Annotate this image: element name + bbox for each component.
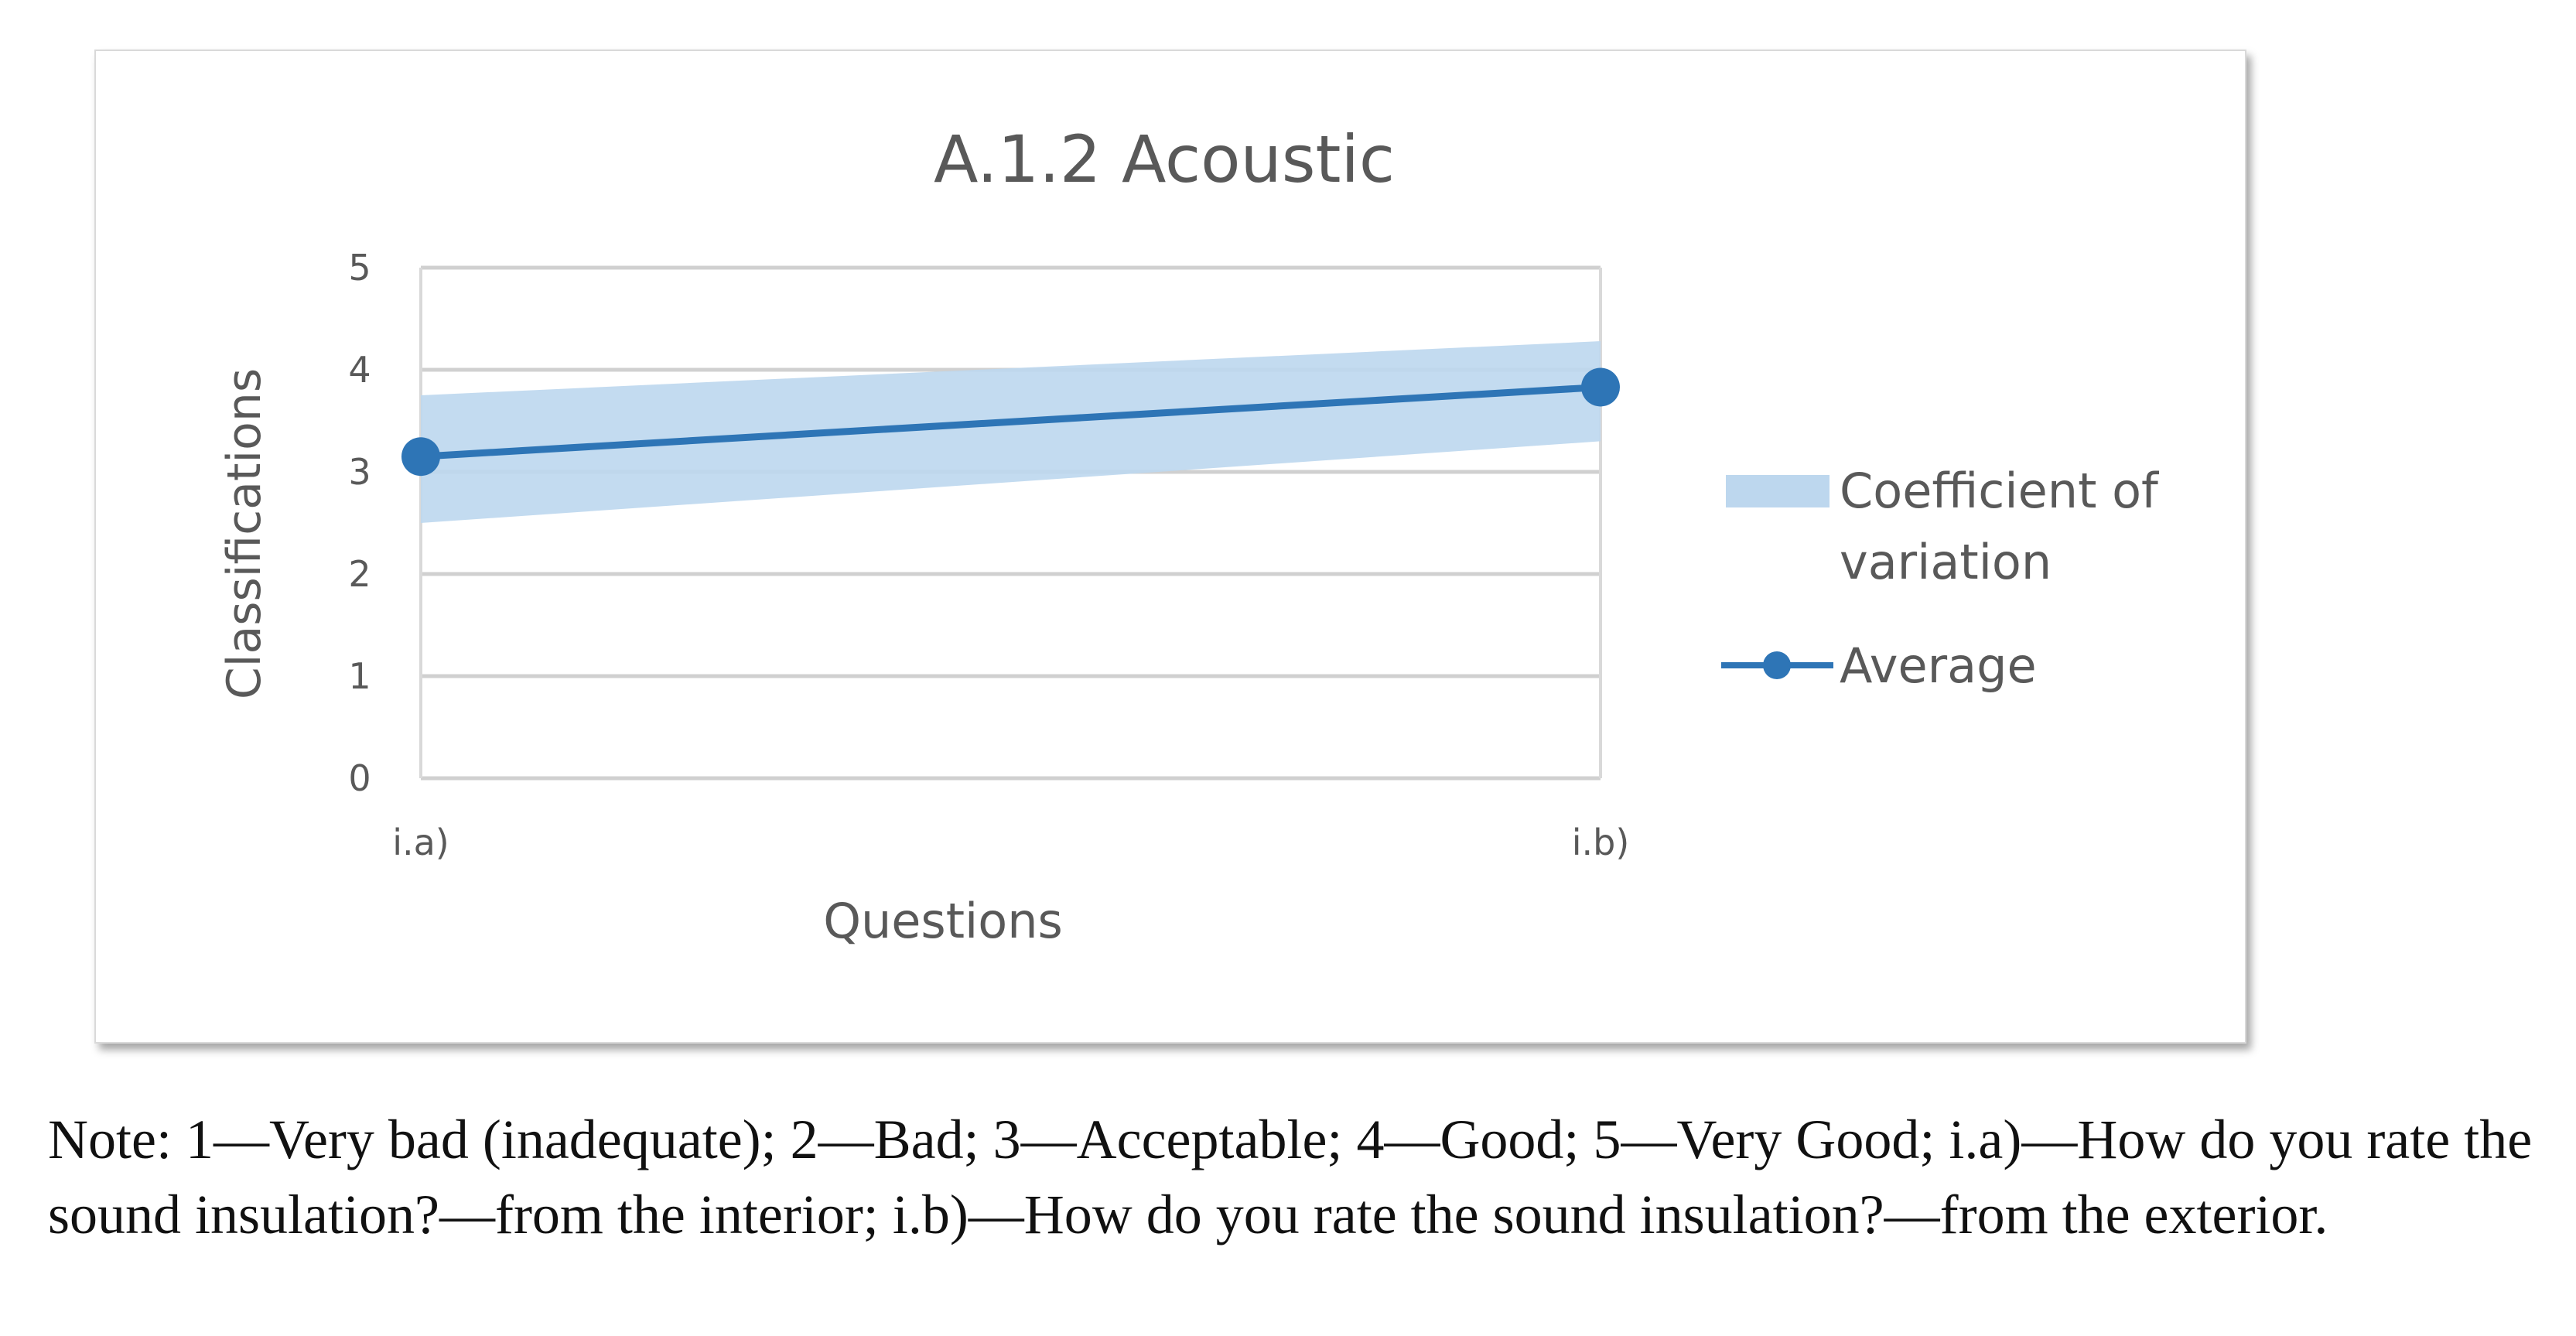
y-tick-label: 5 bbox=[348, 247, 371, 289]
chart-title: A.1.2 Acoustic bbox=[934, 121, 1395, 197]
average-point bbox=[1581, 367, 1620, 407]
average-line bbox=[420, 383, 1601, 460]
y-tick-label: 0 bbox=[348, 757, 371, 799]
average-point bbox=[401, 437, 440, 477]
x-axis-title: Questions bbox=[823, 893, 1063, 949]
x-tick-label: i.a) bbox=[392, 822, 449, 863]
y-tick-label: 1 bbox=[348, 655, 371, 697]
chart-frame bbox=[94, 50, 2246, 1044]
y-tick-label: 4 bbox=[348, 349, 371, 391]
legend-label-cv-2: variation bbox=[1840, 534, 2052, 590]
y-tick-label: 3 bbox=[348, 451, 371, 493]
figure-note: Note: 1—Very bad (inadequate); 2—Bad; 3—… bbox=[48, 1109, 2533, 1245]
legend-label-average: Average bbox=[1840, 637, 2037, 694]
legend-marker bbox=[1763, 651, 1791, 679]
legend-band-swatch bbox=[1726, 475, 1830, 507]
cv-band bbox=[421, 341, 1601, 523]
x-tick-label: i.b) bbox=[1572, 822, 1630, 863]
chart: A.1.2 Acoustic 0 1 2 3 4 5 i.a) i.b) Classifica… bbox=[217, 121, 2160, 949]
y-tick-label: 2 bbox=[348, 553, 371, 595]
legend-label-cv-1: Coefficient of bbox=[1840, 463, 2160, 519]
y-axis-title: Classifications bbox=[217, 368, 272, 699]
